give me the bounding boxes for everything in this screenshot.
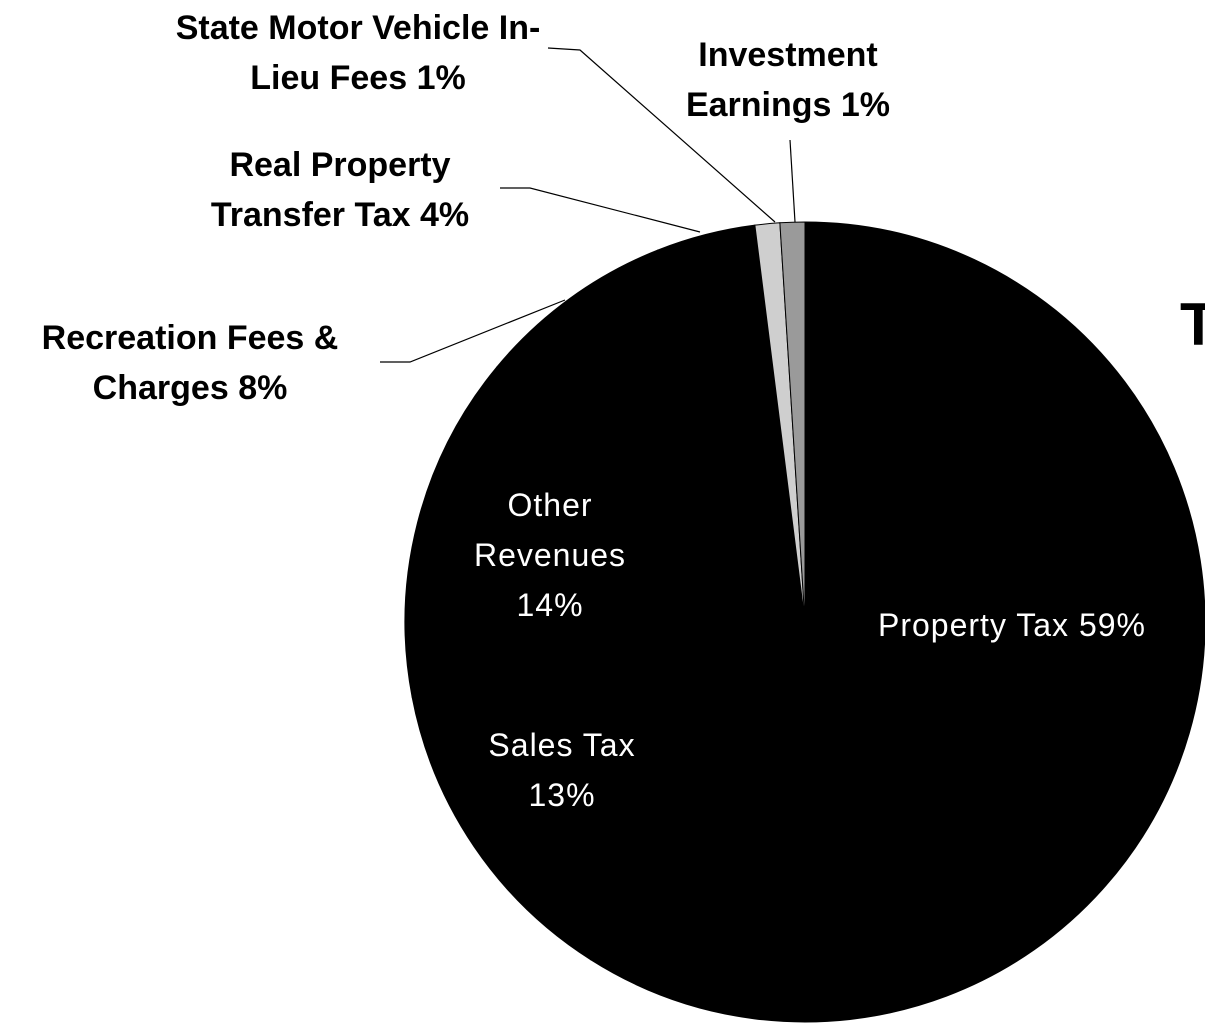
slice-label: Sales Tax 13% xyxy=(457,720,667,820)
category-label: Real Property Transfer Tax xyxy=(210,146,451,234)
value-label: 1% xyxy=(416,59,466,97)
chart-title: T xyxy=(1180,291,1205,358)
leader-line xyxy=(500,187,701,233)
slice-label: Property Tax 59% xyxy=(877,600,1147,650)
leader-line xyxy=(547,47,776,223)
pie-slice xyxy=(404,366,807,698)
category-label: Property Tax xyxy=(878,607,1070,643)
category-label: Investment Earnings xyxy=(685,36,878,124)
leader-line xyxy=(380,299,566,363)
value-label: 14% xyxy=(516,587,584,623)
slice-label: Recreation Fees & Charges 8% xyxy=(5,313,375,413)
pie xyxy=(404,221,1205,1023)
slice-label: Investment Earnings 1% xyxy=(653,30,923,130)
value-label: 4% xyxy=(420,196,470,234)
pie-slice xyxy=(589,221,1205,1023)
category-label: Other Revenues xyxy=(473,487,627,573)
value-label: 59% xyxy=(1078,607,1146,643)
pie-slice xyxy=(496,249,806,623)
pie-slice xyxy=(411,621,807,961)
leader-line xyxy=(789,139,796,223)
slice-label: Other Revenues 14% xyxy=(445,480,655,630)
slice-label: State Motor Vehicle In-Lieu Fees 1% xyxy=(158,3,558,103)
category-label: Recreation Fees & Charges xyxy=(41,319,339,407)
category-label: Sales Tax xyxy=(488,727,636,763)
category-label: State Motor Vehicle In-Lieu Fees xyxy=(175,9,541,97)
slice-label: Real Property Transfer Tax 4% xyxy=(170,140,510,240)
value-label: 13% xyxy=(528,777,596,813)
pie-slice xyxy=(779,221,806,623)
value-label: 8% xyxy=(238,369,288,407)
value-label: 1% xyxy=(840,86,891,124)
